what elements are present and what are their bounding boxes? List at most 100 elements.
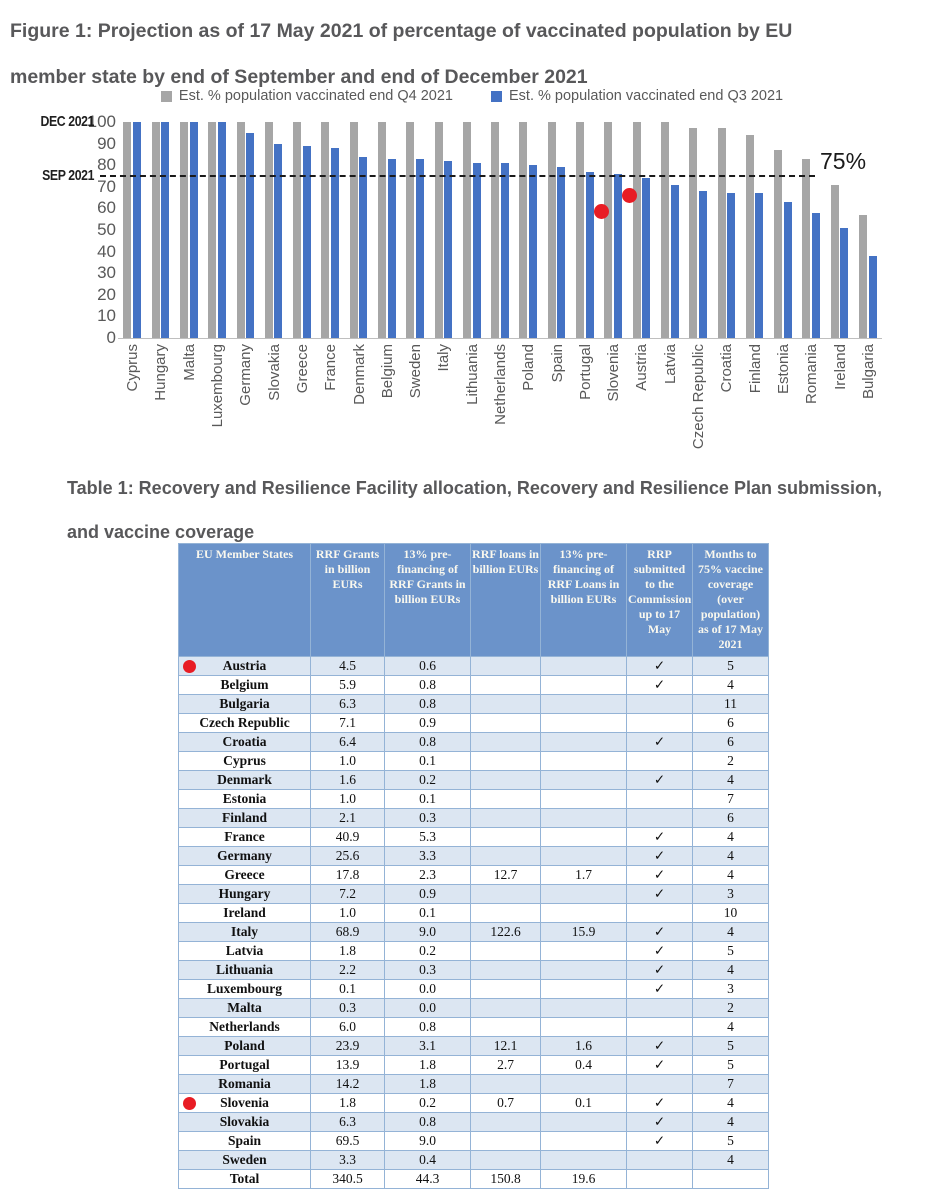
table-row-romania: Romania 14.2 1.8 7: [178, 1074, 769, 1094]
cell-prefin-loans: [540, 1150, 627, 1170]
cell-months-to-75: 6: [692, 732, 769, 752]
cell-prefin-grants: 1.8: [384, 1074, 471, 1094]
cell-grants: 13.9: [310, 1055, 385, 1075]
cell-prefin-loans: [540, 789, 627, 809]
cell-loans: [470, 1017, 541, 1037]
cell-months-to-75: 4: [692, 1017, 769, 1037]
bar-q3-france: [331, 147, 340, 338]
cell-grants: 6.3: [310, 694, 385, 714]
table-row-portugal: Portugal 13.9 1.8 2.7 0.4 ✓ 5: [178, 1055, 769, 1075]
cell-loans: [470, 979, 541, 999]
bar-q3-czech-republic: [698, 191, 707, 338]
cell-prefin-loans: [540, 1131, 627, 1151]
cell-prefin-loans: 0.4: [540, 1055, 627, 1075]
q4-series-swatch-icon: [160, 90, 172, 102]
cell-loans: [470, 960, 541, 980]
cell-grants: 25.6: [310, 846, 385, 866]
bar-q3-romania: [812, 212, 821, 338]
cell-name: Denmark: [178, 770, 311, 790]
cell-rrp-submitted: [626, 713, 693, 733]
table-row-bulgaria: Bulgaria 6.3 0.8 11: [178, 694, 769, 714]
y-axis-tick-label: 10: [97, 306, 116, 326]
bar-q4-sweden: [406, 122, 415, 338]
bar-q3-lithuania: [472, 163, 481, 338]
cell-months-to-75: 5: [692, 1055, 769, 1075]
rrf-allocation-table: EU Member States RRF Grants in billion EU…: [178, 543, 769, 1189]
cell-rrp-submitted: ✓: [626, 827, 693, 847]
cell-prefin-grants: 0.3: [384, 808, 471, 828]
cell-prefin-loans: [540, 903, 627, 923]
cell-name: Belgium: [178, 675, 311, 695]
cell-name: Slovakia: [178, 1112, 311, 1132]
cell-rrp-submitted: ✓: [626, 979, 693, 999]
cell-prefin-loans: [540, 713, 627, 733]
y-axis-tick-label: 50: [97, 220, 116, 239]
cell-prefin-loans: 15.9: [540, 922, 627, 942]
cell-prefin-loans: [540, 1074, 627, 1094]
cell-rrp-submitted: [626, 1169, 693, 1189]
bar-q4-cyprus: [123, 122, 132, 338]
cell-rrp-submitted: ✓: [626, 884, 693, 904]
table-title-line1: Table 1: Recovery and Resilience Facilit…: [67, 478, 882, 498]
y-axis-tick-label: 20: [97, 284, 116, 304]
cell-name: Finland: [178, 808, 311, 828]
column-header-0: EU Member States: [178, 543, 311, 657]
column-header-4: 13% pre-financing of RRF Loans in billio…: [540, 543, 627, 657]
cell-loans: [470, 789, 541, 809]
cell-months-to-75: [692, 1169, 769, 1189]
cell-months-to-75: 3: [692, 979, 769, 999]
x-axis-label-germany: Germany: [237, 344, 255, 406]
column-header-2: 13% pre-financing of RRF Grants in billi…: [384, 543, 471, 657]
cell-rrp-submitted: ✓: [626, 960, 693, 980]
cell-rrp-submitted: [626, 789, 693, 809]
cell-loans: [470, 903, 541, 923]
cell-loans: 150.8: [470, 1169, 541, 1189]
cell-prefin-loans: [540, 770, 627, 790]
column-header-1: RRF Grants in billion EURs: [310, 543, 385, 657]
y-axis-tick-label: 70: [97, 176, 116, 196]
cell-rrp-submitted: ✓: [626, 770, 693, 790]
cell-prefin-loans: [540, 827, 627, 847]
cell-prefin-grants: 0.9: [384, 713, 471, 733]
cell-grants: 14.2: [310, 1074, 385, 1094]
bar-chart: 75% 0 10 20 30 40 50 60 70 80 90 100 DEC 2021 SEP 20…: [0, 113, 944, 465]
x-axis-label-cyprus: Cyprus: [124, 344, 142, 392]
cell-grants: 3.3: [310, 1150, 385, 1170]
cell-name: Lithuania: [178, 960, 311, 980]
bar-q4-ireland: [830, 184, 839, 338]
cell-loans: [470, 675, 541, 695]
bar-q4-croatia: [717, 128, 726, 338]
table-row-denmark: Denmark 1.6 0.2 ✓ 4: [178, 770, 769, 790]
cell-rrp-submitted: [626, 808, 693, 828]
bar-q4-czech-republic: [689, 128, 698, 338]
cell-grants: 1.8: [310, 941, 385, 961]
table-row-luxembourg: Luxembourg 0.1 0.0 ✓ 3: [178, 979, 769, 999]
bar-q3-finland: [755, 193, 764, 338]
y-axis-tick-label: 90: [97, 133, 116, 153]
cell-months-to-75: 4: [692, 865, 769, 885]
bar-q3-sweden: [415, 158, 424, 338]
y-axis-tick-label: 60: [97, 198, 116, 218]
cell-rrp-submitted: [626, 694, 693, 714]
cell-prefin-grants: 44.3: [384, 1169, 471, 1189]
table-row-france: France 40.9 5.3 ✓ 4: [178, 827, 769, 847]
bar-q4-denmark: [349, 122, 358, 338]
cell-loans: [470, 941, 541, 961]
cell-months-to-75: 5: [692, 1036, 769, 1056]
cell-prefin-grants: 0.8: [384, 732, 471, 752]
cell-rrp-submitted: ✓: [626, 1093, 693, 1113]
bar-q4-spain: [547, 122, 556, 338]
cell-rrp-submitted: ✓: [626, 941, 693, 961]
cell-grants: 17.8: [310, 865, 385, 885]
x-axis-label-france: France: [322, 344, 340, 391]
cell-name: Netherlands: [178, 1017, 311, 1037]
cell-name: France: [178, 827, 311, 847]
y-axis-tick-label: 100: [87, 112, 116, 131]
cell-prefin-grants: 0.8: [384, 694, 471, 714]
legend-item-q3: Est. % population vaccinated end Q3 2021: [491, 88, 783, 104]
cell-loans: [470, 656, 541, 676]
bar-q4-luxembourg: [208, 122, 217, 338]
cell-grants: 1.0: [310, 903, 385, 923]
bar-q3-latvia: [670, 184, 679, 338]
cell-prefin-grants: 0.1: [384, 751, 471, 771]
